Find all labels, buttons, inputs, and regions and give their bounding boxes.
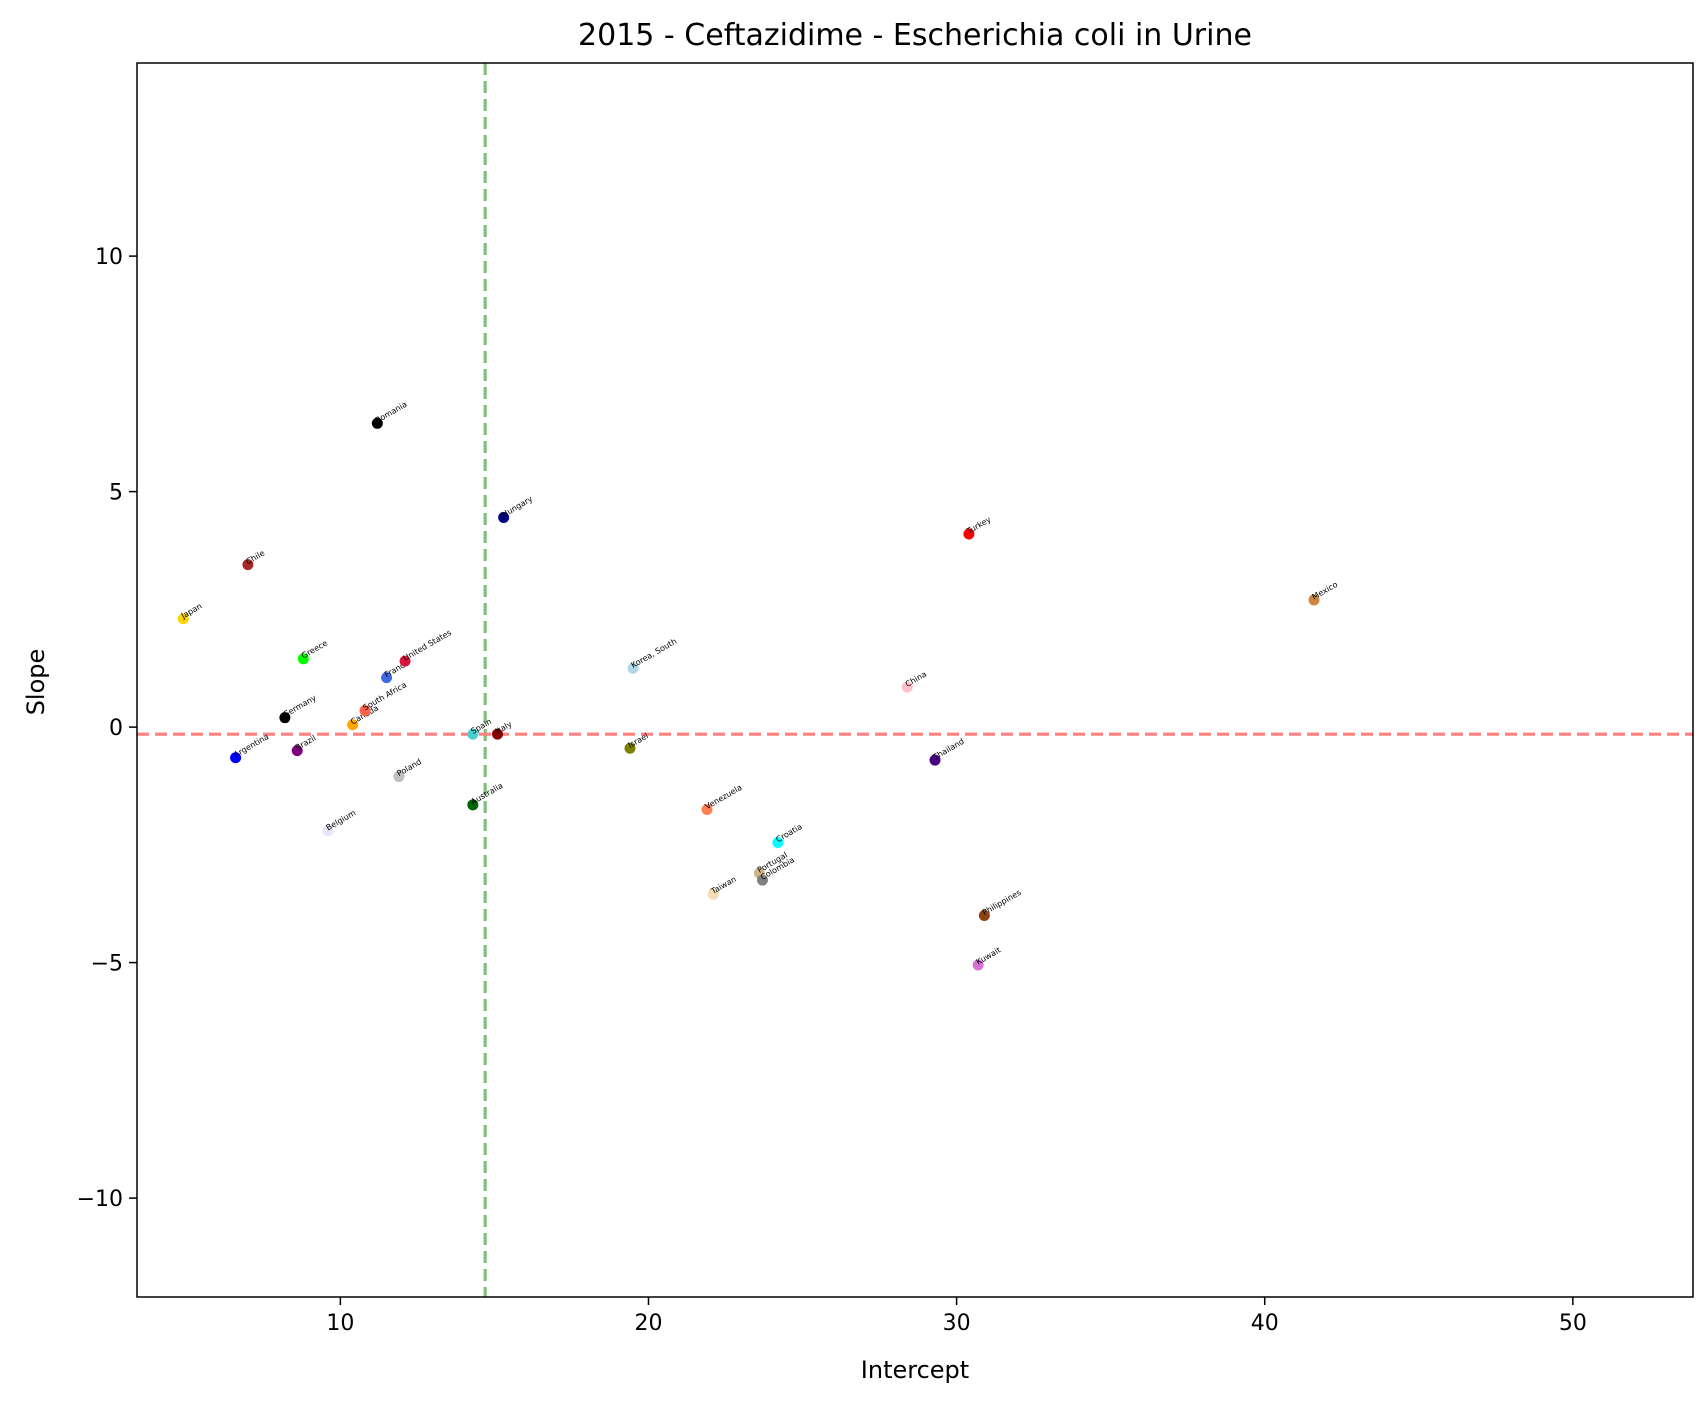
data-point-marker (624, 742, 636, 754)
data-point-marker (627, 662, 639, 674)
data-point-marker (929, 754, 941, 766)
x-tick-label: 30 (943, 1311, 971, 1336)
axis-ticks: 10 20 30 40 50 −10 −5 0 5 10 (77, 245, 1587, 1336)
data-point-marker (498, 512, 510, 524)
data-point-marker (297, 653, 309, 665)
data-point-marker (772, 836, 784, 848)
data-point-marker (701, 804, 713, 816)
data-point-marker (279, 712, 291, 724)
y-tick-label: −5 (91, 952, 123, 977)
data-point-marker (972, 959, 984, 971)
data-point-marker (467, 799, 479, 811)
data-point-marker (381, 672, 393, 684)
data-point-marker (359, 705, 371, 717)
y-tick-label: 10 (95, 245, 123, 270)
y-tick-label: 0 (109, 716, 123, 741)
y-tick-label: −10 (77, 1187, 123, 1212)
plot-area-frame (136, 62, 1694, 1298)
chart-title: 2015 - Ceftazidime - Escherichia coli in… (578, 18, 1252, 53)
data-point-marker (399, 655, 411, 667)
data-point-marker (978, 909, 990, 921)
data-point-marker (347, 719, 359, 731)
data-point-marker (393, 771, 405, 783)
x-tick-label: 10 (326, 1311, 354, 1336)
data-point-marker (901, 681, 913, 693)
y-tick-label: 5 (109, 481, 123, 506)
data-point-marker (1308, 594, 1320, 606)
x-tick-label: 50 (1559, 1311, 1587, 1336)
data-point-marker (177, 613, 189, 625)
data-point-marker (756, 874, 768, 886)
data-point-marker (963, 528, 975, 540)
data-point-marker (467, 728, 479, 740)
data-point-marker (491, 728, 503, 740)
reference-lines (137, 63, 1693, 1297)
x-tick-label: 20 (634, 1311, 662, 1336)
y-axis-label: Slope (22, 649, 50, 716)
data-point-marker (322, 825, 334, 837)
data-point-marker (707, 888, 719, 900)
data-point-marker (242, 559, 254, 571)
data-point-marker (230, 752, 242, 764)
data-point-marker (371, 417, 383, 429)
x-tick-label: 40 (1251, 1311, 1279, 1336)
data-point-marker (291, 745, 303, 757)
x-axis-label: Intercept (861, 1356, 969, 1384)
